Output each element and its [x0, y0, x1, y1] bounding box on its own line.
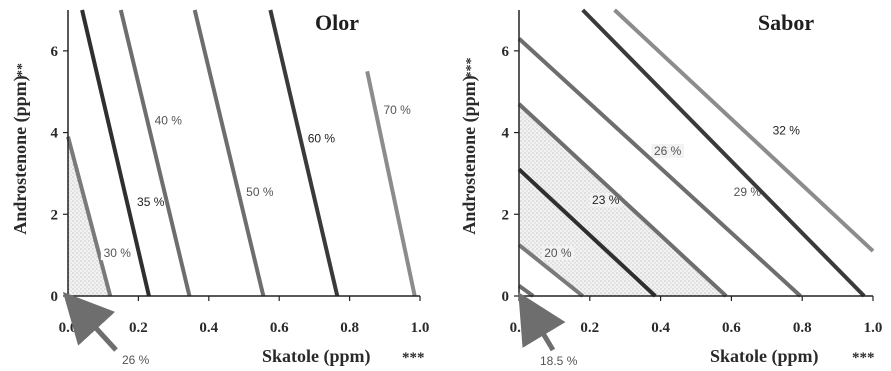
svg-text:Androstenone (ppm): Androstenone (ppm) — [10, 75, 31, 234]
contour-label: 32 % — [773, 124, 801, 138]
x-tick-label: 0.2 — [129, 320, 148, 336]
contour-label: 40 % — [155, 113, 183, 127]
contour-label: 20 % — [544, 246, 572, 260]
contour-line — [517, 167, 657, 298]
annotation-arrow — [62, 291, 118, 352]
contour-line — [268, 9, 340, 297]
x-axis-label: Skatole (ppm) *** — [262, 346, 425, 367]
y-tick-label: 2 — [502, 207, 510, 223]
annotation-arrow — [518, 292, 566, 352]
y-tick-label: 2 — [51, 207, 59, 223]
y-tick-label: 6 — [51, 44, 59, 60]
contour-label-bg — [651, 144, 685, 158]
contour-label-bg — [151, 113, 185, 128]
contour-label: 26 % — [654, 144, 682, 158]
contour-label-bg — [769, 123, 803, 138]
contour-line — [517, 284, 535, 298]
y-tick-label: 0 — [51, 289, 59, 305]
contour-line — [118, 9, 192, 297]
contour-label: 70 % — [383, 103, 411, 117]
contour-label-bg — [380, 103, 414, 118]
contour-label-bg — [305, 131, 338, 146]
contour-label-bg — [541, 246, 575, 261]
x-tick-label: 0.2 — [580, 320, 599, 336]
contour-lines: 30 % 35 % 40 % 50 % 60 % 70 % — [66, 9, 417, 297]
x-tick-label: 0.8 — [793, 320, 812, 336]
x-tick-label: 1.0 — [864, 320, 883, 336]
contour-line — [581, 8, 866, 298]
contour-label-bg — [589, 193, 623, 208]
y-axis-label-suffix: ** — [15, 63, 30, 77]
contour-line — [192, 9, 266, 297]
svg-text:**: ** — [15, 63, 30, 77]
contour-line — [517, 102, 728, 298]
y-tick-label: 6 — [502, 44, 510, 60]
y-tick-label: 0 — [502, 289, 510, 305]
svg-text:***: *** — [402, 350, 425, 366]
annotation-label: 18.5 % — [540, 354, 578, 368]
contour-line — [365, 70, 417, 297]
svg-text:***: *** — [464, 58, 479, 79]
contour-lines: 20 % 23 % 26 % 29 % 32 % — [517, 8, 875, 298]
x-tick-label: 0.6 — [270, 320, 289, 336]
contour-line — [613, 8, 875, 253]
y-axis-label: Androstenone (ppm) — [459, 75, 480, 234]
contour-label: 50 % — [246, 185, 274, 199]
y-tick-label: 4 — [502, 126, 510, 142]
y-tick-label: 4 — [51, 126, 59, 142]
svg-text:***: *** — [852, 350, 875, 366]
y-axis-label: Androstenone (ppm) — [10, 75, 31, 234]
contour-label: 30 % — [104, 246, 132, 260]
x-tick-label: 0.8 — [340, 320, 359, 336]
chart-panel-olor: 30 % 35 % 40 % 50 % 60 % 70 % 0.0 0.2 0.4 0.6 0.8… — [10, 9, 430, 367]
chart-title: Olor — [315, 10, 359, 35]
contour-line — [517, 37, 802, 298]
contour-label-bg — [100, 246, 134, 261]
x-tick-label: 1.0 — [411, 320, 430, 336]
svg-text:Skatole (ppm): Skatole (ppm) — [710, 346, 819, 367]
annotation-label: 26 % — [122, 353, 150, 367]
contour-line — [66, 136, 113, 297]
contour-line — [80, 9, 151, 297]
contour-label: 35 % — [137, 195, 165, 209]
svg-text:Skatole (ppm): Skatole (ppm) — [262, 346, 371, 367]
contour-label: 23 % — [592, 193, 620, 207]
x-tick-label: 0.4 — [199, 320, 218, 336]
svg-text:Androstenone (ppm): Androstenone (ppm) — [459, 75, 480, 234]
contour-label-bg — [134, 195, 168, 210]
contour-label: 60 % — [308, 132, 336, 146]
x-tick-label: 0.0 — [510, 320, 529, 336]
contour-label-bg — [243, 184, 277, 199]
contour-label: 29 % — [734, 185, 762, 199]
chart-panel-sabor: 20 % 23 % 26 % 29 % 32 % 0.0 0.2 0.4 0.6 0.8 1.0 0… — [459, 8, 883, 368]
x-tick-label: 0.0 — [59, 320, 78, 336]
contour-line — [517, 243, 584, 298]
x-axis-label: Skatole (ppm) *** — [710, 346, 875, 367]
x-tick-label: 0.6 — [722, 320, 741, 336]
x-tick-label: 0.4 — [651, 320, 670, 336]
y-axis-label-suffix: *** — [464, 58, 479, 79]
chart-title: Sabor — [758, 10, 814, 35]
